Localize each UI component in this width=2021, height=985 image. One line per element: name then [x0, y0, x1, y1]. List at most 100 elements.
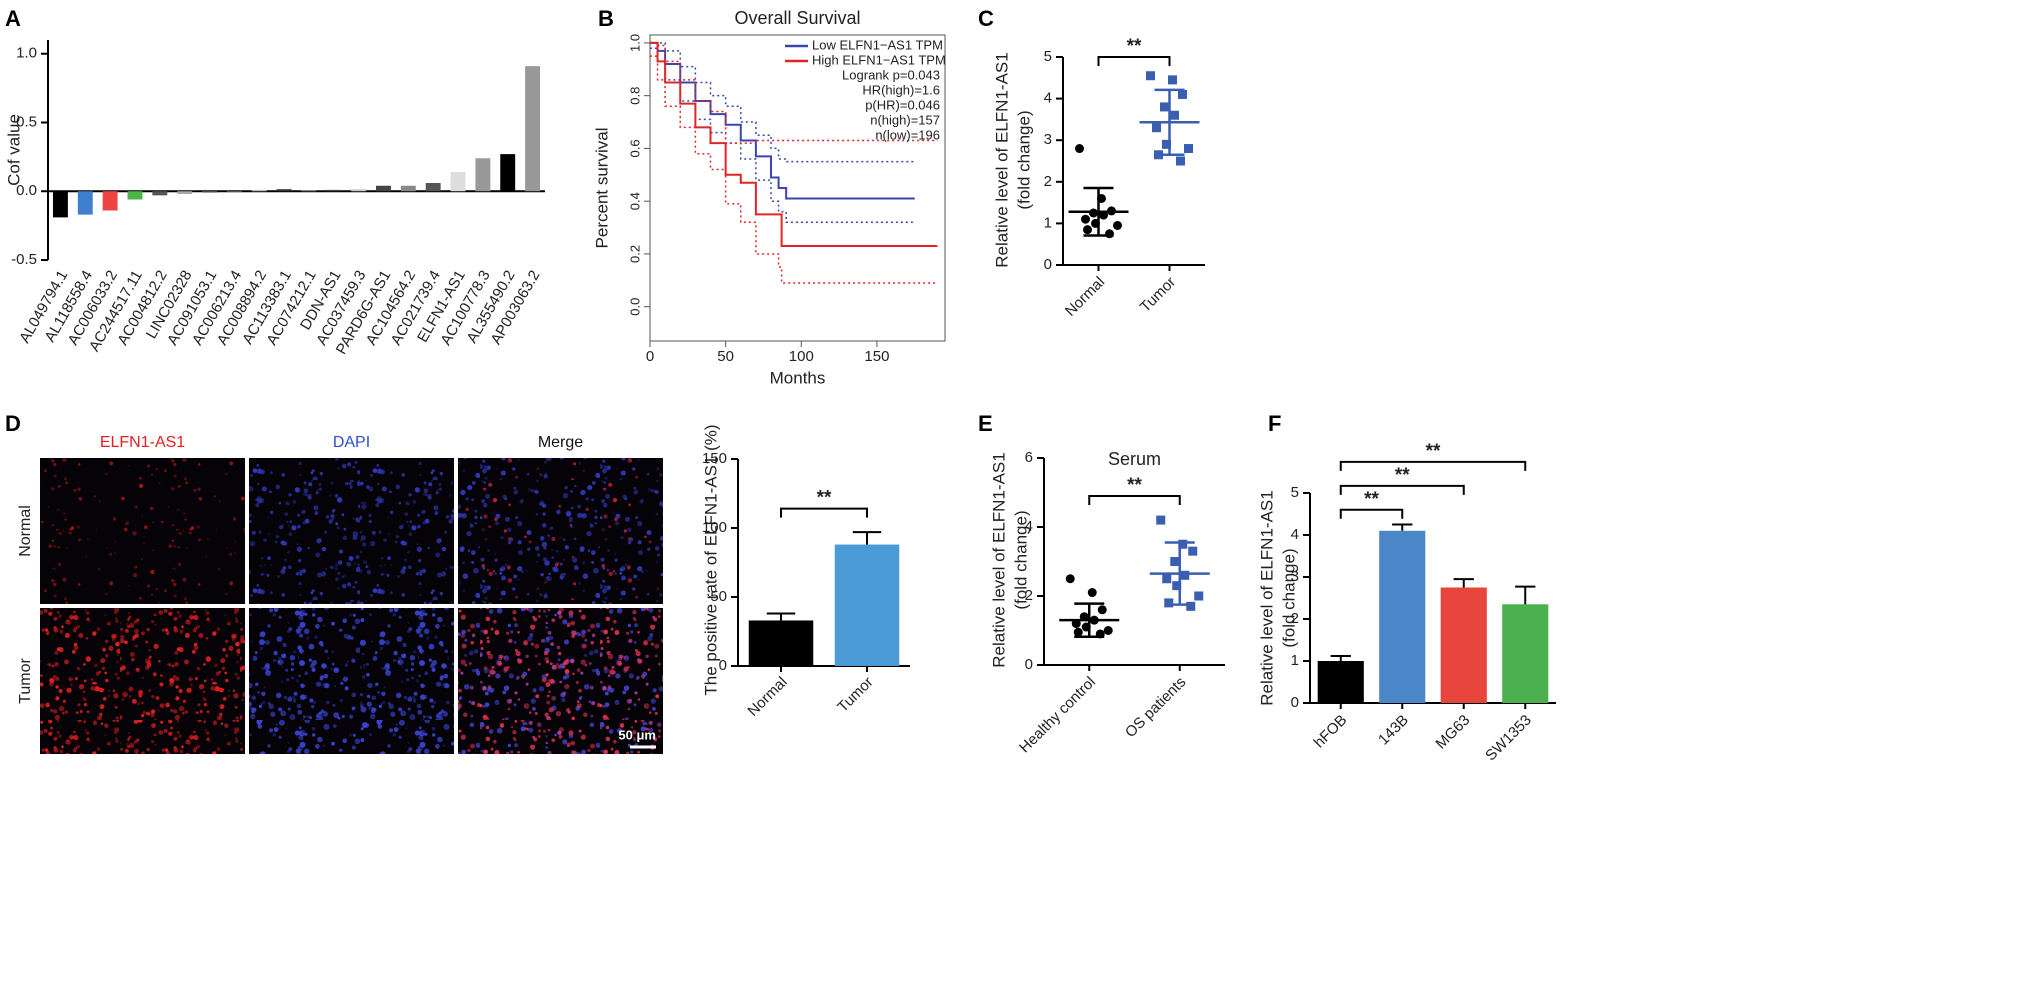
y-tick-label: 100 — [702, 519, 727, 536]
y-tick-label: 1 — [1044, 214, 1052, 231]
y-axis-label: (fold change) — [1014, 110, 1033, 209]
y-tick-label: 1.0 — [16, 45, 37, 62]
x-tick-label: hFOB — [1311, 712, 1351, 752]
significance-bracket — [1088, 494, 1181, 505]
bar — [177, 191, 193, 194]
data-point — [1170, 110, 1179, 120]
significance-label: ** — [1426, 441, 1441, 462]
data-point — [1170, 557, 1180, 566]
x-tick-label: 100 — [789, 348, 814, 365]
y-tick-label: 1.0 — [627, 34, 642, 52]
y-tick-label: 0.2 — [627, 245, 642, 263]
annotation: n(high)=157 — [870, 112, 940, 127]
bar — [52, 191, 68, 218]
bar — [102, 191, 118, 211]
significance-label: ** — [1127, 475, 1142, 496]
x-tick-label: Normal — [1062, 274, 1108, 320]
data-point — [1156, 515, 1166, 525]
y-tick-label: 0.0 — [16, 182, 37, 199]
data-point — [1162, 139, 1171, 149]
x-tick-label: OS patients — [1122, 674, 1189, 741]
y-tick-label: 5 — [1291, 484, 1299, 501]
y-tick-label: 6 — [1025, 449, 1033, 466]
bar — [301, 190, 317, 192]
x-axis-label: Months — [770, 368, 826, 387]
data-point — [1105, 229, 1114, 239]
micrograph — [40, 458, 245, 604]
panel-letter: F — [1268, 411, 1281, 436]
bar — [525, 66, 541, 192]
column-label: ELFN1-AS1 — [100, 434, 185, 451]
panel-letter: E — [978, 411, 993, 436]
bar — [202, 191, 217, 193]
data-point — [1083, 225, 1092, 235]
x-tick-label: SW1353 — [1482, 712, 1535, 765]
scale-bar-label: 50 μm — [618, 727, 656, 742]
x-tick-label: Healthy control — [1016, 674, 1099, 757]
significance-label: ** — [1127, 36, 1142, 57]
y-tick-label: 2 — [1044, 173, 1052, 190]
y-tick-label: 0.4 — [627, 192, 642, 210]
y-tick-label: 0 — [1025, 656, 1033, 673]
data-point — [1073, 627, 1083, 637]
bar — [1379, 530, 1426, 703]
confidence-bound — [650, 55, 938, 284]
y-tick-label: 0.5 — [16, 113, 37, 130]
y-tick-label: -0.5 — [11, 251, 37, 268]
data-point — [1146, 71, 1155, 81]
significance-bracket — [1339, 460, 1527, 471]
bar — [400, 185, 416, 192]
annotation: p(HR)=0.046 — [865, 97, 940, 112]
data-point — [1178, 539, 1188, 549]
micrograph — [458, 458, 663, 604]
panel-letter: C — [978, 6, 994, 31]
y-tick-label: 3 — [1291, 568, 1299, 585]
x-tick-label: Normal — [744, 674, 790, 720]
data-point — [1162, 574, 1172, 584]
micrograph — [40, 608, 245, 754]
data-point — [1184, 144, 1193, 154]
significance-bracket — [780, 507, 868, 518]
survival-curve — [650, 41, 938, 248]
y-axis-label: (fold change) — [1011, 510, 1030, 609]
x-tick-label: MG63 — [1432, 712, 1473, 753]
x-tick-label: 150 — [864, 348, 889, 365]
bar — [1317, 661, 1364, 703]
bar — [1440, 587, 1487, 703]
data-point — [1188, 546, 1198, 556]
panel-letter: B — [598, 6, 614, 31]
legend-label: High ELFN1−AS1 TPM — [812, 52, 946, 67]
y-axis-label: Relative level of ELFN1-AS1 — [992, 52, 1011, 267]
data-point — [1113, 220, 1122, 230]
y-axis-label: Relative level of ELFN1-AS1 — [1257, 490, 1276, 705]
significance-bracket — [1097, 56, 1171, 66]
data-point — [1075, 144, 1084, 154]
data-point — [1186, 601, 1196, 611]
data-point — [1152, 123, 1161, 133]
annotation: HR(high)=1.6 — [862, 82, 940, 97]
y-axis-label: Cof value — [4, 114, 23, 186]
y-tick-label: 150 — [702, 450, 727, 467]
bar — [834, 544, 900, 666]
y-tick-label: 3 — [1044, 131, 1052, 148]
y-tick-label: 4 — [1044, 90, 1052, 107]
legend-label: Low ELFN1−AS1 TPM — [812, 37, 943, 52]
bar — [251, 189, 267, 192]
y-tick-label: 50 — [710, 588, 727, 605]
y-axis-label: Relative level of ELFN1-AS1 — [989, 452, 1008, 667]
annotation: Logrank p=0.043 — [842, 67, 940, 82]
y-tick-label: 1 — [1291, 652, 1299, 669]
bar — [500, 154, 516, 192]
y-tick-label: 0.8 — [627, 87, 642, 105]
x-tick-label: 143B — [1375, 712, 1412, 749]
significance-bracket — [1339, 484, 1465, 495]
micrograph — [249, 458, 454, 604]
panel-letter: A — [5, 6, 21, 31]
data-point — [1168, 75, 1177, 85]
column-label: DAPI — [333, 434, 370, 451]
y-tick-label: 4 — [1025, 518, 1033, 535]
row-label: Normal — [17, 505, 34, 557]
data-point — [1194, 591, 1204, 601]
bar — [77, 191, 93, 215]
